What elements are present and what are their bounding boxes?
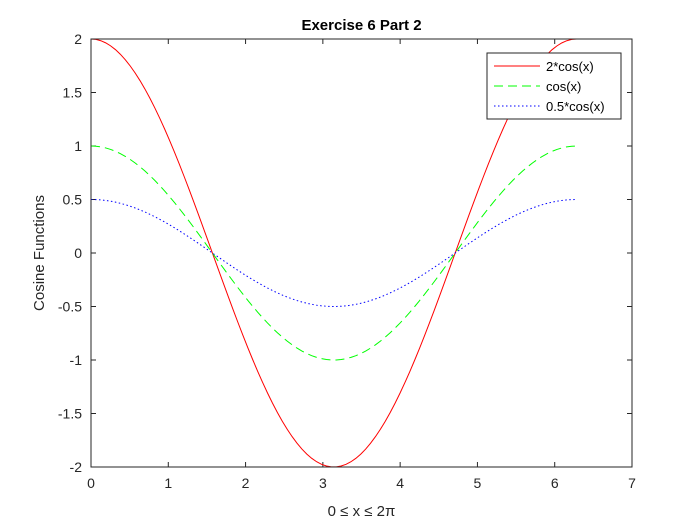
y-axis-label: Cosine Functions	[31, 195, 48, 311]
y-tick-label: -1	[70, 352, 83, 368]
x-tick-label: 0	[87, 475, 95, 491]
axes-box	[90, 38, 633, 468]
x-tick-label: 7	[628, 475, 636, 491]
x-axis-label: 0 ≤ x ≤ 2π	[328, 503, 396, 520]
tick-labels: 0 1 2 3 4 5 6 7 -2 -1.5 -1 -0.5 0 0.5 1 1.5 2	[58, 31, 636, 491]
y-tick-label: 2	[74, 31, 82, 47]
legend-label-0: 2*cos(x)	[546, 59, 594, 74]
x-tick-label: 6	[551, 475, 559, 491]
x-tick-label: 3	[319, 475, 327, 491]
y-tick-label: 0	[74, 245, 82, 261]
y-tick-label: 1.5	[63, 85, 83, 101]
y-tick-label: -1.5	[58, 406, 82, 422]
y-tick-label: 1	[74, 138, 82, 154]
y-tick-label: -2	[70, 459, 83, 475]
legend-label-2: 0.5*cos(x)	[546, 99, 605, 114]
x-tick-label: 4	[396, 475, 404, 491]
legend-label-1: cos(x)	[546, 79, 581, 94]
legend: 2*cos(x) cos(x) 0.5*cos(x)	[486, 52, 622, 120]
y-tick-label: 0.5	[63, 192, 83, 208]
x-tick-label: 2	[242, 475, 250, 491]
y-tick-label: -0.5	[58, 299, 82, 315]
series-line-2	[91, 199, 577, 307]
series-line-1	[91, 145, 577, 361]
x-tick-label: 1	[164, 475, 172, 491]
chart-title: Exercise 6 Part 2	[301, 17, 421, 34]
x-tick-label: 5	[474, 475, 482, 491]
